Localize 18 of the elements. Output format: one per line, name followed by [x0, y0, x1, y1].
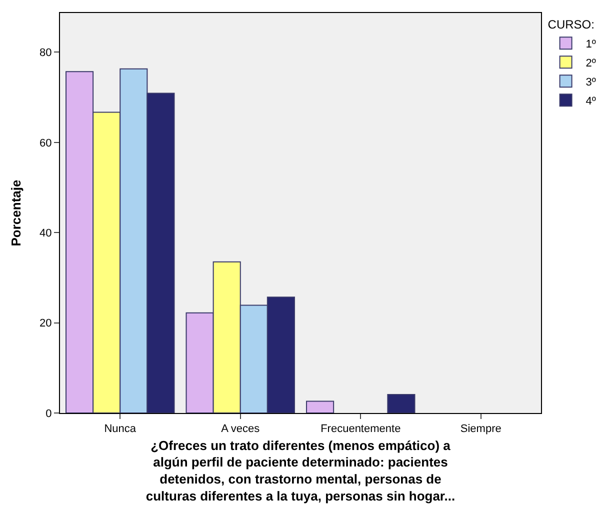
y-axis-title: Porcentaje	[8, 180, 24, 246]
y-tick-label: 60	[40, 137, 52, 150]
legend-label: 2º	[586, 57, 596, 70]
y-tick-label: 80	[40, 47, 52, 60]
bar	[306, 400, 334, 413]
x-tick-label: Nunca	[104, 423, 137, 436]
x-tick-label: Frecuentemente	[320, 423, 401, 436]
bar	[387, 394, 416, 413]
legend-label: 4º	[586, 95, 596, 108]
x-tick-label: Siempre	[460, 423, 502, 436]
x-axis-title: ¿Ofreces un trato diferentes (menos empático) a algún perfil de paciente determinado: pacientes detenidos, con trastorno mental, personas de culturas diferentes a la tuya, personas sin hogar...	[146, 438, 456, 504]
legend-label: 3º	[586, 76, 596, 88]
x-tick-label: A veces	[221, 423, 260, 436]
legend-label: 1º	[586, 38, 596, 50]
y-tick-label: 0	[46, 408, 52, 420]
y-tick-label: 40	[40, 227, 52, 240]
y-tick-label: 20	[40, 318, 52, 330]
legend-title: CURSO:	[548, 18, 594, 32]
